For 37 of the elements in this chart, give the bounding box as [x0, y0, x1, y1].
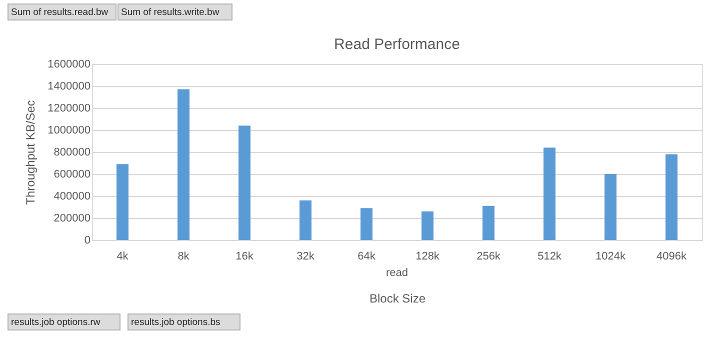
x-tick-label: 64k — [358, 250, 376, 262]
y-tick-label: 1000000 — [48, 124, 90, 136]
y-tick-label: 0 — [84, 234, 90, 246]
text: results.job options.rw — [11, 317, 100, 328]
x-tick-label: 256k — [476, 250, 501, 262]
bar — [360, 208, 372, 240]
x-tick-label: 4k — [116, 250, 129, 262]
x-tick-label: 1024k — [596, 250, 626, 262]
bar — [422, 211, 434, 240]
text: Sum of results.read.bw — [11, 7, 108, 18]
bar — [666, 154, 678, 240]
bar — [238, 126, 250, 240]
x-tick-label: 16k — [236, 250, 254, 262]
x-tick-label: 32k — [296, 250, 315, 262]
text: read — [386, 267, 408, 279]
bar — [116, 164, 128, 240]
y-tick-label: 1400000 — [48, 80, 90, 92]
y-tick-label: 200000 — [54, 212, 90, 224]
y-tick-label: 1600000 — [48, 58, 90, 70]
y-tick-label: 400000 — [54, 190, 90, 202]
x-tick-label: 8k — [178, 250, 190, 262]
bar — [544, 148, 556, 240]
x-axis-title: Block Size — [369, 292, 426, 306]
bar — [604, 174, 616, 240]
bar — [178, 89, 190, 240]
y-tick-label: 600000 — [54, 168, 90, 180]
y-tick-label: 800000 — [54, 146, 90, 158]
text: Sum of results.write.bw — [121, 7, 220, 18]
y-tick-label: 1200000 — [48, 102, 90, 114]
x-tick-label: 4096k — [656, 250, 687, 262]
y-axis-title: Throughput KB/Sec — [24, 100, 38, 205]
bar — [300, 200, 312, 240]
bar — [482, 206, 494, 240]
chart-title: Read Performance — [334, 36, 460, 53]
x-tick-label: 128k — [416, 250, 440, 262]
text: results.job options.bs — [131, 317, 220, 328]
x-tick-label: 512k — [538, 250, 562, 262]
